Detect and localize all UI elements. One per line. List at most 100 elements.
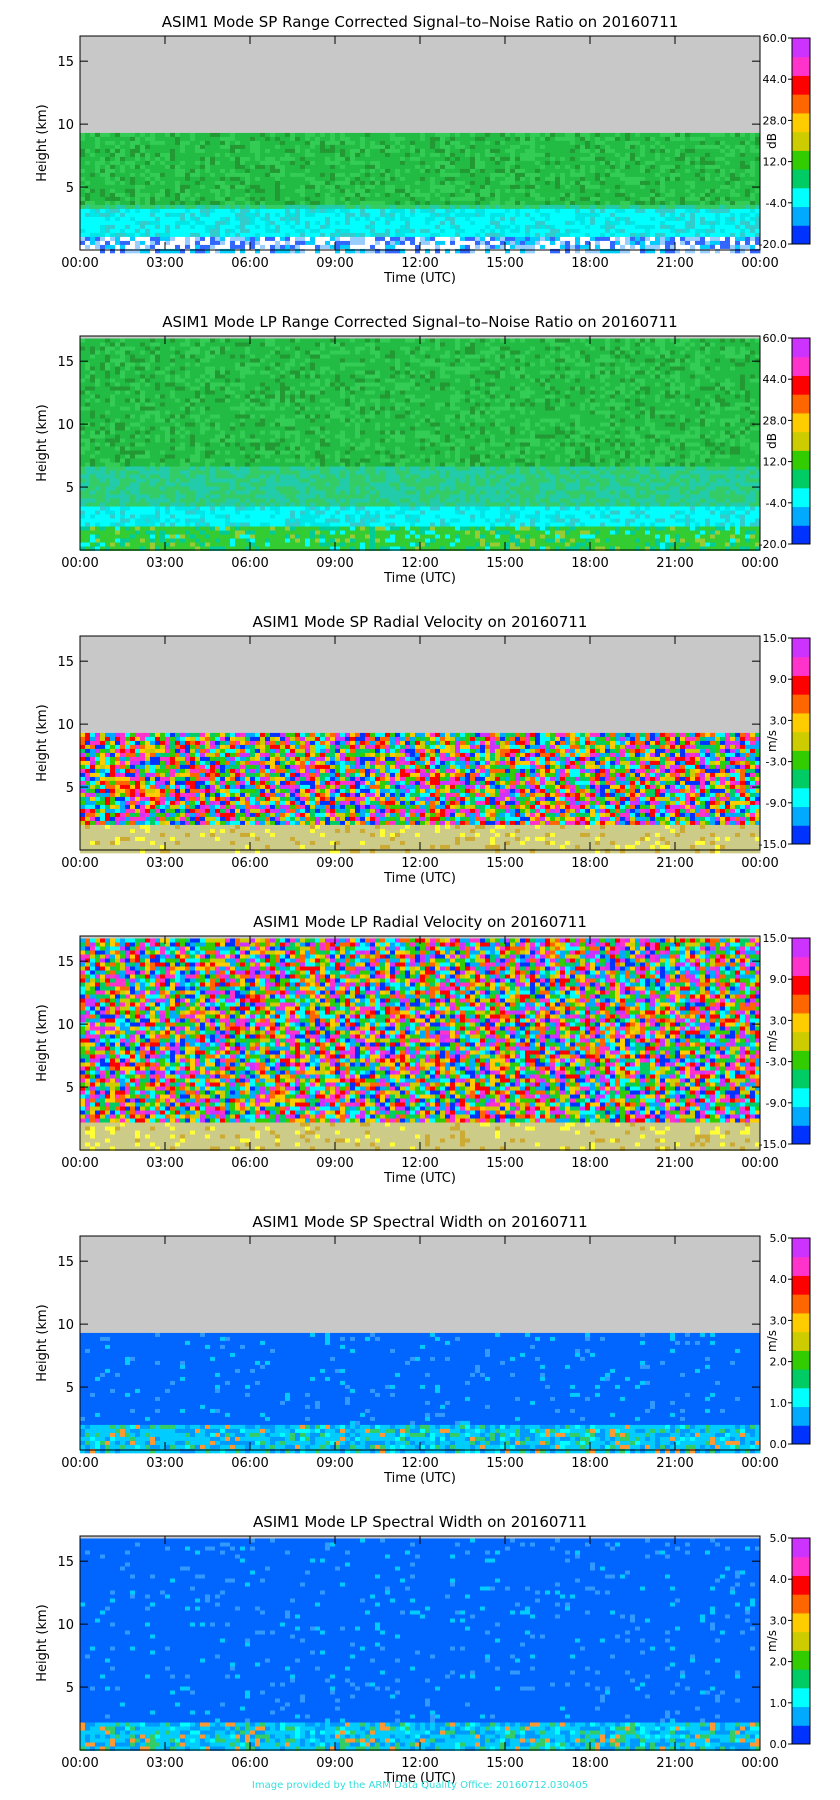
chart-title: ASIM1 Mode LP Range Corrected Signal–to–… bbox=[162, 313, 677, 331]
colorbar-tick-label: -9.0 bbox=[766, 1097, 787, 1110]
y-tick-label: 10 bbox=[57, 418, 74, 433]
colorbar-tick-label: 5.0 bbox=[770, 1232, 788, 1245]
y-axis-label: Height (km) bbox=[35, 1604, 50, 1681]
x-tick-label: 21:00 bbox=[656, 556, 693, 571]
colorbar-tick-label: -20.0 bbox=[759, 538, 787, 551]
x-tick-label: 03:00 bbox=[146, 1456, 183, 1471]
heatmap-cells bbox=[80, 732, 761, 854]
colorbar bbox=[791, 1237, 811, 1445]
colorbar-label: m/s bbox=[765, 1330, 779, 1352]
colorbar-label: dB bbox=[765, 133, 779, 149]
chart-title: ASIM1 Mode LP Radial Velocity on 2016071… bbox=[253, 913, 587, 931]
heatmap-cells bbox=[80, 338, 761, 551]
x-tick-label: 18:00 bbox=[571, 856, 608, 871]
x-tick-label: 12:00 bbox=[401, 1156, 438, 1171]
x-tick-label: 06:00 bbox=[231, 1756, 268, 1771]
x-tick-label: 15:00 bbox=[486, 1756, 523, 1771]
colorbar-tick-label: -3.0 bbox=[766, 756, 787, 769]
colorbar-tick-label: 3.0 bbox=[770, 1014, 788, 1027]
x-tick-label: 12:00 bbox=[401, 1756, 438, 1771]
x-tick-label: 03:00 bbox=[146, 1756, 183, 1771]
x-tick-label: 00:00 bbox=[741, 856, 778, 871]
colorbar-tick-label: 4.0 bbox=[770, 1273, 788, 1286]
colorbar-tick-label: 12.0 bbox=[763, 156, 788, 169]
colorbar-label: m/s bbox=[765, 1630, 779, 1652]
x-tick-label: 12:00 bbox=[401, 256, 438, 271]
colorbar-tick-label: -4.0 bbox=[766, 197, 787, 210]
colorbar bbox=[791, 337, 811, 545]
x-tick-label: 21:00 bbox=[656, 1456, 693, 1471]
colorbar-tick-label: 12.0 bbox=[763, 456, 788, 469]
y-tick-label: 15 bbox=[57, 355, 74, 370]
x-axis-label: Time (UTC) bbox=[383, 871, 456, 886]
colorbar-tick-label: 28.0 bbox=[763, 414, 788, 427]
colorbar-tick-label: 2.0 bbox=[770, 1656, 788, 1669]
x-tick-label: 21:00 bbox=[656, 256, 693, 271]
colorbar-label: dB bbox=[765, 433, 779, 449]
y-tick-label: 15 bbox=[57, 1255, 74, 1270]
x-tick-label: 18:00 bbox=[571, 1456, 608, 1471]
heatmap-svg: ASIM1 Mode LP Range Corrected Signal–to–… bbox=[35, 313, 811, 586]
x-tick-label: 00:00 bbox=[61, 856, 98, 871]
colorbar-tick-label: -9.0 bbox=[766, 797, 787, 810]
x-axis-label: Time (UTC) bbox=[383, 571, 456, 586]
x-tick-label: 12:00 bbox=[401, 856, 438, 871]
x-tick-label: 09:00 bbox=[316, 1456, 353, 1471]
colorbar-tick-label: -3.0 bbox=[766, 1056, 787, 1069]
chart-panel: ASIM1 Mode LP Spectral Width on 20160711… bbox=[0, 1500, 840, 1800]
heatmap-svg: ASIM1 Mode LP Radial Velocity on 2016071… bbox=[35, 913, 811, 1186]
x-tick-label: 12:00 bbox=[401, 556, 438, 571]
colorbar-tick-label: 1.0 bbox=[770, 1697, 788, 1710]
x-axis-label: Time (UTC) bbox=[383, 1171, 456, 1186]
x-tick-label: 03:00 bbox=[146, 256, 183, 271]
y-tick-label: 5 bbox=[66, 781, 74, 796]
colorbar-tick-label: 0.0 bbox=[770, 1438, 788, 1451]
colorbar bbox=[791, 637, 811, 845]
colorbar-tick-label: 3.0 bbox=[770, 1614, 788, 1627]
colorbar-tick-label: 60.0 bbox=[763, 32, 788, 45]
y-tick-label: 15 bbox=[57, 55, 74, 70]
x-tick-label: 06:00 bbox=[231, 1456, 268, 1471]
colorbar-tick-label: 28.0 bbox=[763, 114, 788, 127]
y-tick-label: 10 bbox=[57, 118, 74, 133]
x-tick-label: 00:00 bbox=[741, 1456, 778, 1471]
chart-panel: ASIM1 Mode SP Range Corrected Signal–to–… bbox=[0, 0, 840, 300]
heatmap-svg: ASIM1 Mode SP Range Corrected Signal–to–… bbox=[35, 13, 811, 286]
colorbar-tick-label: 44.0 bbox=[763, 73, 788, 86]
x-tick-label: 00:00 bbox=[741, 1756, 778, 1771]
colorbar-tick-label: 15.0 bbox=[763, 932, 788, 945]
x-tick-label: 21:00 bbox=[656, 856, 693, 871]
y-axis-label: Height (km) bbox=[35, 104, 50, 181]
colorbar-label: m/s bbox=[765, 730, 779, 752]
chart-title: ASIM1 Mode LP Spectral Width on 20160711 bbox=[253, 1513, 587, 1531]
heatmap-cells bbox=[80, 1538, 761, 1751]
x-tick-label: 12:00 bbox=[401, 1456, 438, 1471]
colorbar-tick-label: 60.0 bbox=[763, 332, 788, 345]
colorbar bbox=[791, 1537, 811, 1745]
y-tick-label: 5 bbox=[66, 1381, 74, 1396]
y-tick-label: 10 bbox=[57, 1618, 74, 1633]
x-tick-label: 03:00 bbox=[146, 856, 183, 871]
heatmap-cells bbox=[80, 1332, 761, 1454]
heatmap-svg: ASIM1 Mode SP Radial Velocity on 2016071… bbox=[35, 613, 811, 886]
x-tick-label: 00:00 bbox=[741, 256, 778, 271]
x-tick-label: 06:00 bbox=[231, 856, 268, 871]
x-tick-label: 15:00 bbox=[486, 256, 523, 271]
y-tick-label: 5 bbox=[66, 1681, 74, 1696]
colorbar-tick-label: 5.0 bbox=[770, 1532, 788, 1545]
x-tick-label: 18:00 bbox=[571, 1756, 608, 1771]
heatmap-svg: ASIM1 Mode LP Spectral Width on 20160711… bbox=[35, 1513, 811, 1786]
x-tick-label: 00:00 bbox=[61, 1756, 98, 1771]
x-tick-label: 06:00 bbox=[231, 1156, 268, 1171]
y-tick-label: 10 bbox=[57, 718, 74, 733]
colorbar-tick-label: 15.0 bbox=[763, 632, 788, 645]
y-axis-label: Height (km) bbox=[35, 404, 50, 481]
chart-panel: ASIM1 Mode SP Radial Velocity on 2016071… bbox=[0, 600, 840, 900]
x-tick-label: 09:00 bbox=[316, 856, 353, 871]
colorbar bbox=[791, 937, 811, 1145]
chart-panel: ASIM1 Mode SP Spectral Width on 20160711… bbox=[0, 1200, 840, 1500]
heatmap-cells bbox=[80, 938, 761, 1151]
x-tick-label: 21:00 bbox=[656, 1156, 693, 1171]
x-tick-label: 03:00 bbox=[146, 1156, 183, 1171]
y-tick-label: 10 bbox=[57, 1318, 74, 1333]
